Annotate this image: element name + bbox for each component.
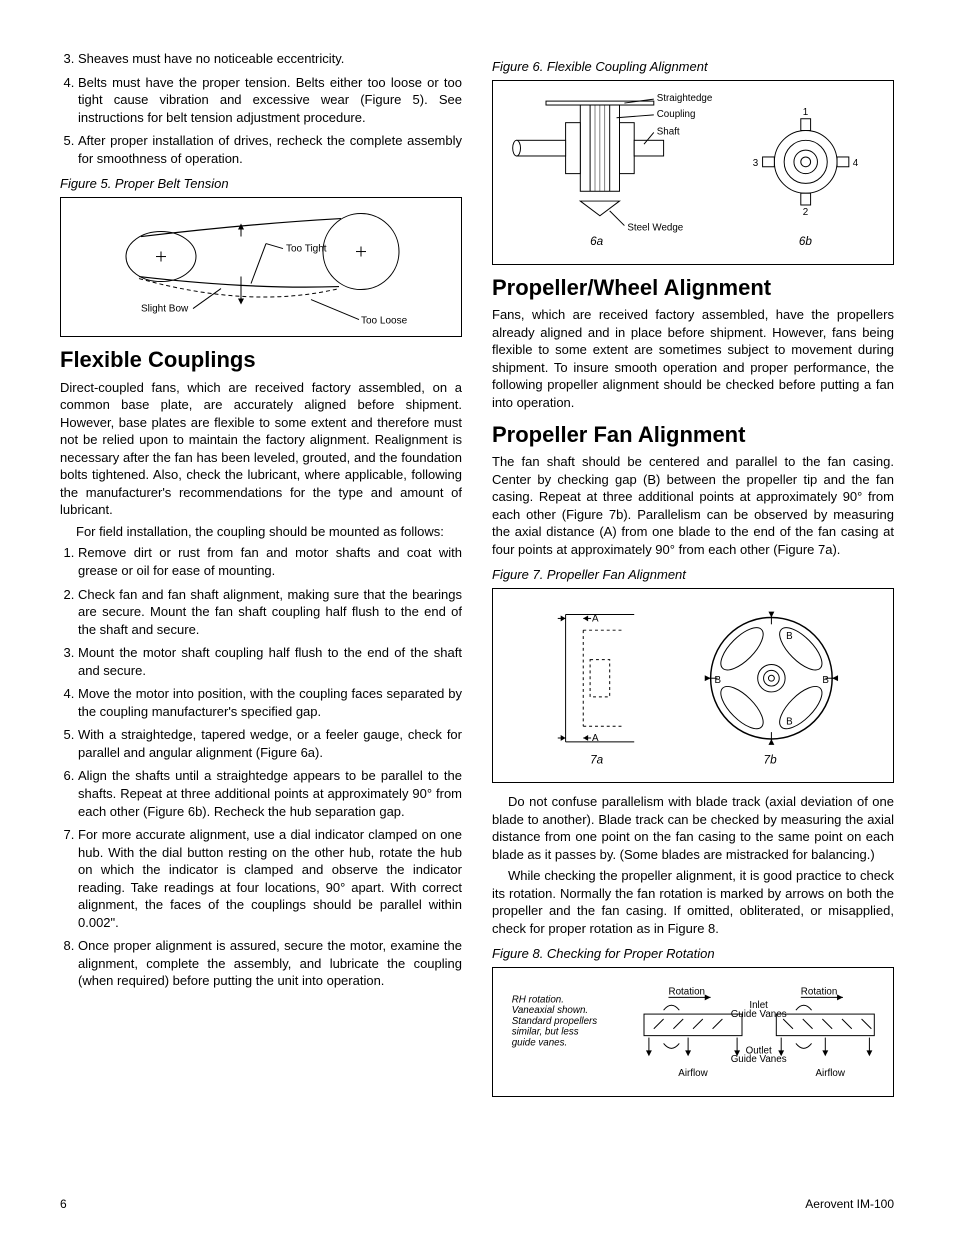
svg-text:A: A [592, 613, 599, 624]
figure-7: A A 7a B B B [492, 588, 894, 783]
svg-text:B: B [786, 631, 793, 642]
right-column: Figure 6. Flexible Coupling Alignment [492, 50, 894, 1097]
svg-text:A: A [592, 733, 599, 744]
figure-6-caption: Figure 6. Flexible Coupling Alignment [492, 58, 894, 76]
svg-text:Slight Bow: Slight Bow [141, 304, 189, 315]
svg-text:Too Tight: Too Tight [286, 244, 327, 255]
figure-8-caption: Figure 8. Checking for Proper Rotation [492, 945, 894, 963]
figure-5: Too Tight Slight Bow Too Loose [60, 197, 462, 337]
svg-text:7b: 7b [764, 753, 778, 766]
figure-7-caption: Figure 7. Propeller Fan Alignment [492, 566, 894, 584]
list-item: Belts must have the proper tension. Belt… [78, 74, 462, 127]
heading-propeller-fan: Propeller Fan Alignment [492, 420, 894, 450]
svg-text:B: B [786, 716, 793, 727]
list-item: Sheaves must have no noticeable eccentri… [78, 50, 462, 68]
heading-propeller-wheel: Propeller/Wheel Alignment [492, 273, 894, 303]
svg-text:Steel Wedge: Steel Wedge [627, 223, 683, 234]
list-item: Once proper alignment is assured, secure… [78, 937, 462, 990]
paragraph: While checking the propeller alignment, … [492, 867, 894, 937]
list-item: With a straightedge, tapered wedge, or a… [78, 726, 462, 761]
paragraph: For field installation, the coupling sho… [60, 523, 462, 541]
two-column-layout: Sheaves must have no noticeable eccentri… [60, 50, 894, 1097]
paragraph: Do not confuse parallelism with blade tr… [492, 793, 894, 863]
svg-text:Airflow: Airflow [678, 1068, 708, 1079]
list-2: Remove dirt or rust from fan and motor s… [60, 544, 462, 990]
svg-text:3: 3 [753, 158, 759, 169]
svg-text:Rotation: Rotation [801, 987, 838, 998]
figure-8: RH rotation.Vaneaxial shown.Standard pro… [492, 967, 894, 1097]
left-column: Sheaves must have no noticeable eccentri… [60, 50, 462, 1097]
svg-text:InletGuide Vanes: InletGuide Vanes [731, 1000, 787, 1020]
doc-id: Aerovent IM-100 [805, 1197, 894, 1211]
svg-text:B: B [715, 675, 722, 686]
paragraph: Fans, which are received factory assembl… [492, 306, 894, 411]
paragraph: Direct-coupled fans, which are received … [60, 379, 462, 519]
svg-text:Airflow: Airflow [816, 1068, 846, 1079]
list-item: Mount the motor shaft coupling half flus… [78, 644, 462, 679]
paragraph: The fan shaft should be centered and par… [492, 453, 894, 558]
figure-6: Straightedge Coupling Shaft Steel Wedge … [492, 80, 894, 265]
list-item: Move the motor into position, with the c… [78, 685, 462, 720]
svg-text:RH rotation.Vaneaxial shown.St: RH rotation.Vaneaxial shown.Standard pro… [512, 995, 598, 1049]
svg-text:6a: 6a [590, 236, 604, 249]
svg-text:OutletGuide Vanes: OutletGuide Vanes [731, 1046, 787, 1066]
list-1: Sheaves must have no noticeable eccentri… [60, 50, 462, 167]
list-item: After proper installation of drives, rec… [78, 132, 462, 167]
list-item: For more accurate alignment, use a dial … [78, 826, 462, 931]
svg-text:Rotation: Rotation [669, 987, 706, 998]
svg-text:1: 1 [803, 107, 808, 118]
figure-5-caption: Figure 5. Proper Belt Tension [60, 175, 462, 193]
footer: 6 Aerovent IM-100 [60, 1197, 894, 1211]
svg-text:B: B [822, 675, 829, 686]
list-item: Align the shafts until a straightedge ap… [78, 767, 462, 820]
heading-flexible-couplings: Flexible Couplings [60, 345, 462, 375]
svg-text:Shaft: Shaft [657, 127, 680, 138]
list-item: Check fan and fan shaft alignment, makin… [78, 586, 462, 639]
svg-text:Straightedge: Straightedge [657, 93, 713, 104]
page-number: 6 [60, 1197, 67, 1211]
svg-text:Too Loose: Too Loose [361, 316, 408, 327]
svg-text:2: 2 [803, 207, 808, 218]
svg-text:7a: 7a [590, 753, 604, 766]
svg-text:4: 4 [853, 158, 859, 169]
svg-text:Coupling: Coupling [657, 109, 696, 120]
list-item: Remove dirt or rust from fan and motor s… [78, 544, 462, 579]
svg-text:6b: 6b [799, 236, 813, 249]
